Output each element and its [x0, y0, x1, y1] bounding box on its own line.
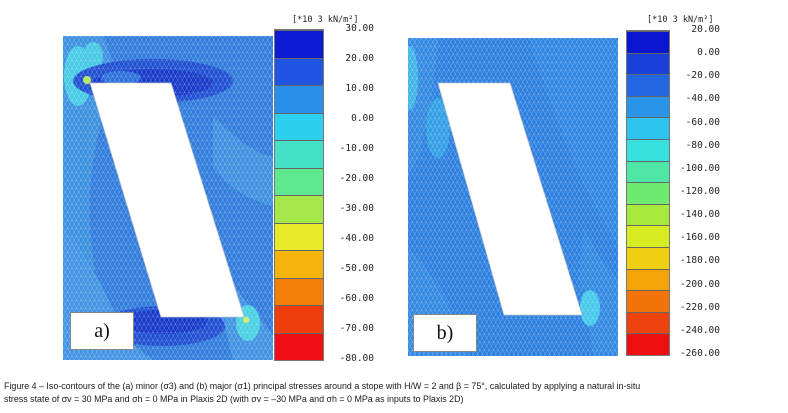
scale-swatch — [627, 31, 669, 53]
scale-tick-label: -40.00 — [685, 93, 720, 105]
scale-tick-label: -180.00 — [679, 255, 720, 267]
scale-swatch — [275, 167, 323, 195]
scale-tick-label: -80.00 — [339, 353, 374, 364]
scale-swatch — [275, 277, 323, 305]
caption-line-2: stress state of σv = 30 MPa and σh = 0 M… — [4, 394, 464, 404]
scale-swatch — [627, 333, 669, 355]
scale-tick-label: -260.00 — [679, 348, 720, 359]
scale-swatch — [275, 195, 323, 223]
scale-swatch — [627, 160, 669, 183]
scale-swatch — [275, 57, 323, 85]
caption-line-1: Figure 4 – Iso-contours of the (a) minor… — [4, 381, 641, 391]
scale-tick-label: -30.00 — [339, 203, 374, 214]
scale-tick-label: -70.00 — [339, 323, 374, 334]
scale-tick-label: -120.00 — [679, 186, 720, 197]
scale-swatch — [627, 311, 669, 334]
color-scale-a — [274, 29, 324, 361]
scale-swatch — [627, 74, 669, 96]
scale-swatch — [627, 247, 669, 269]
scale-swatch — [275, 140, 323, 168]
scale-swatch — [627, 117, 669, 139]
scale-swatch — [627, 139, 669, 161]
scale-tick-label: -20.00 — [685, 70, 720, 82]
scale-unit-b: [*10 3 kN/m²] — [647, 15, 714, 25]
scale-swatch — [627, 268, 669, 291]
scale-swatch — [275, 305, 323, 333]
scale-tick-label: -60.00 — [685, 116, 720, 128]
scale-swatch — [627, 225, 669, 247]
scale-swatch — [627, 95, 669, 118]
mesh-panel-b: b) — [408, 38, 618, 356]
panel-label-b: b) — [413, 314, 477, 352]
scale-swatch — [275, 332, 323, 360]
scale-swatch — [627, 182, 669, 204]
mesh-panel-a: a) — [63, 36, 273, 360]
scale-tick-label: 0.00 — [697, 47, 720, 59]
scale-swatch — [627, 290, 669, 312]
scale-tick-label: -160.00 — [679, 232, 720, 244]
scale-swatch — [275, 85, 323, 113]
scale-tick-label: -200.00 — [679, 278, 720, 290]
scale-tick-label: 0.00 — [351, 113, 374, 124]
scale-swatch — [275, 30, 323, 58]
scale-tick-label: 30.00 — [345, 23, 374, 34]
figure-caption: Figure 4 – Iso-contours of the (a) minor… — [4, 380, 788, 406]
scale-swatch — [275, 222, 323, 250]
scale-tick-label: -10.00 — [339, 143, 374, 154]
color-scale-b — [626, 30, 670, 356]
scale-tick-label: -100.00 — [679, 162, 720, 174]
scale-tick-label: -240.00 — [679, 324, 720, 336]
scale-tick-label: -20.00 — [339, 173, 374, 184]
scale-tick-label: -80.00 — [685, 139, 720, 151]
scale-tick-label: 10.00 — [345, 83, 374, 94]
scale-tick-label: -40.00 — [339, 233, 374, 244]
scale-tick-label: -140.00 — [679, 209, 720, 221]
scale-tick-label: -50.00 — [339, 263, 374, 274]
scale-swatch — [275, 112, 323, 140]
scale-tick-label: 20.00 — [691, 24, 720, 35]
scale-tick-label: -220.00 — [679, 301, 720, 313]
scale-tick-label: 20.00 — [345, 53, 374, 64]
panel-label-a: a) — [70, 312, 134, 350]
scale-unit-a: [*10 3 kN/m²] — [292, 15, 359, 25]
scale-swatch — [627, 52, 669, 75]
scale-swatch — [627, 203, 669, 226]
scale-swatch — [275, 250, 323, 278]
scale-tick-label: -60.00 — [339, 293, 374, 304]
